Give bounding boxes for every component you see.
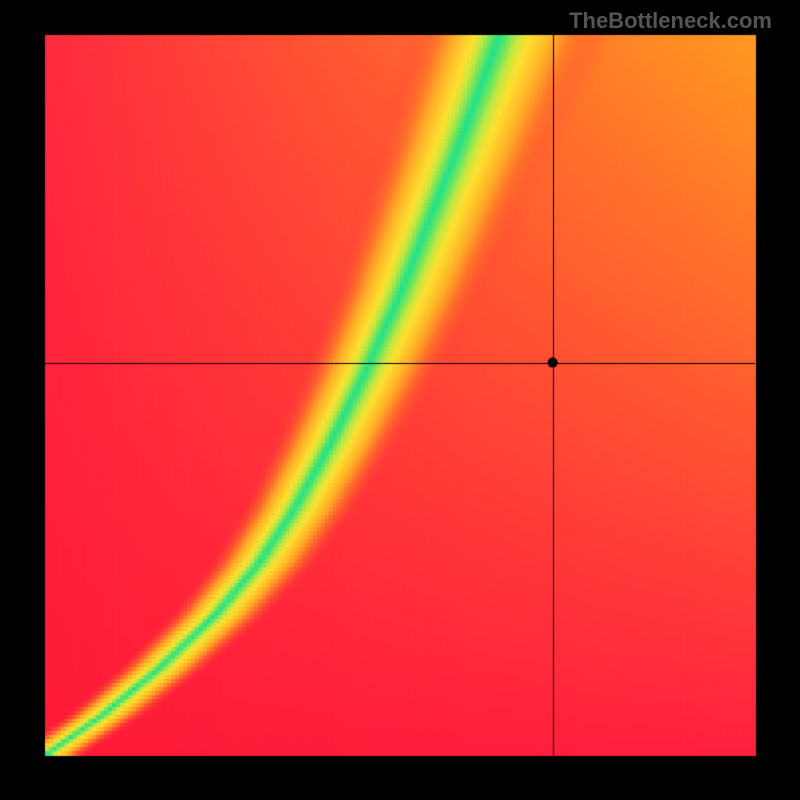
bottleneck-heatmap: [0, 0, 800, 800]
watermark-text: TheBottleneck.com: [569, 8, 772, 34]
